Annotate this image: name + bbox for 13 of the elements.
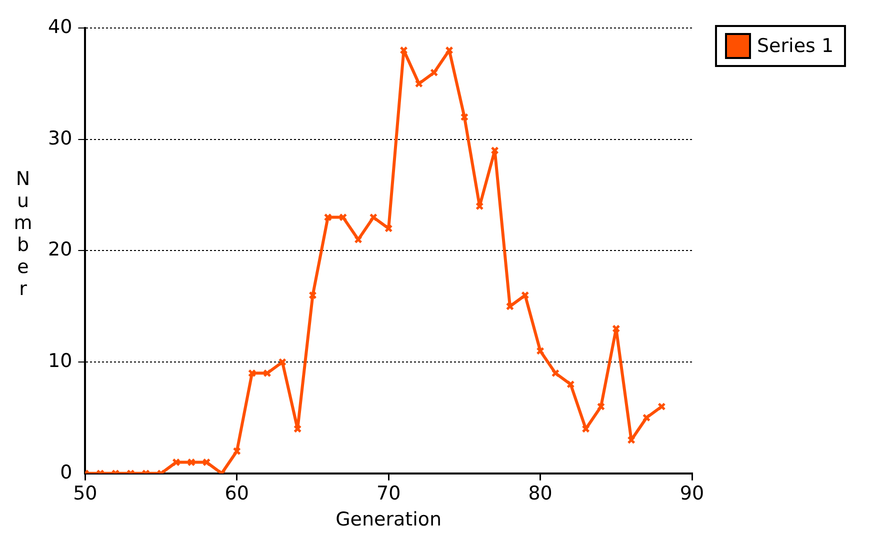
y-axis-title: Number [12, 168, 34, 300]
y-tick-label: 20 [48, 238, 72, 261]
x-axis-title: Generation [336, 508, 442, 531]
x-tick-label: 70 [376, 482, 401, 505]
x-tick-label: 60 [224, 482, 249, 505]
y-tick-label: 10 [48, 350, 72, 372]
x-tick-label: 80 [528, 482, 552, 505]
y-tick-label: 40 [48, 16, 72, 38]
x-tick-label: 90 [680, 482, 704, 505]
legend-label: Series 1 [757, 35, 834, 57]
x-tick-label: 50 [73, 482, 98, 505]
y-tick-label: 30 [48, 127, 72, 150]
y-tick-label: 0 [60, 461, 72, 484]
